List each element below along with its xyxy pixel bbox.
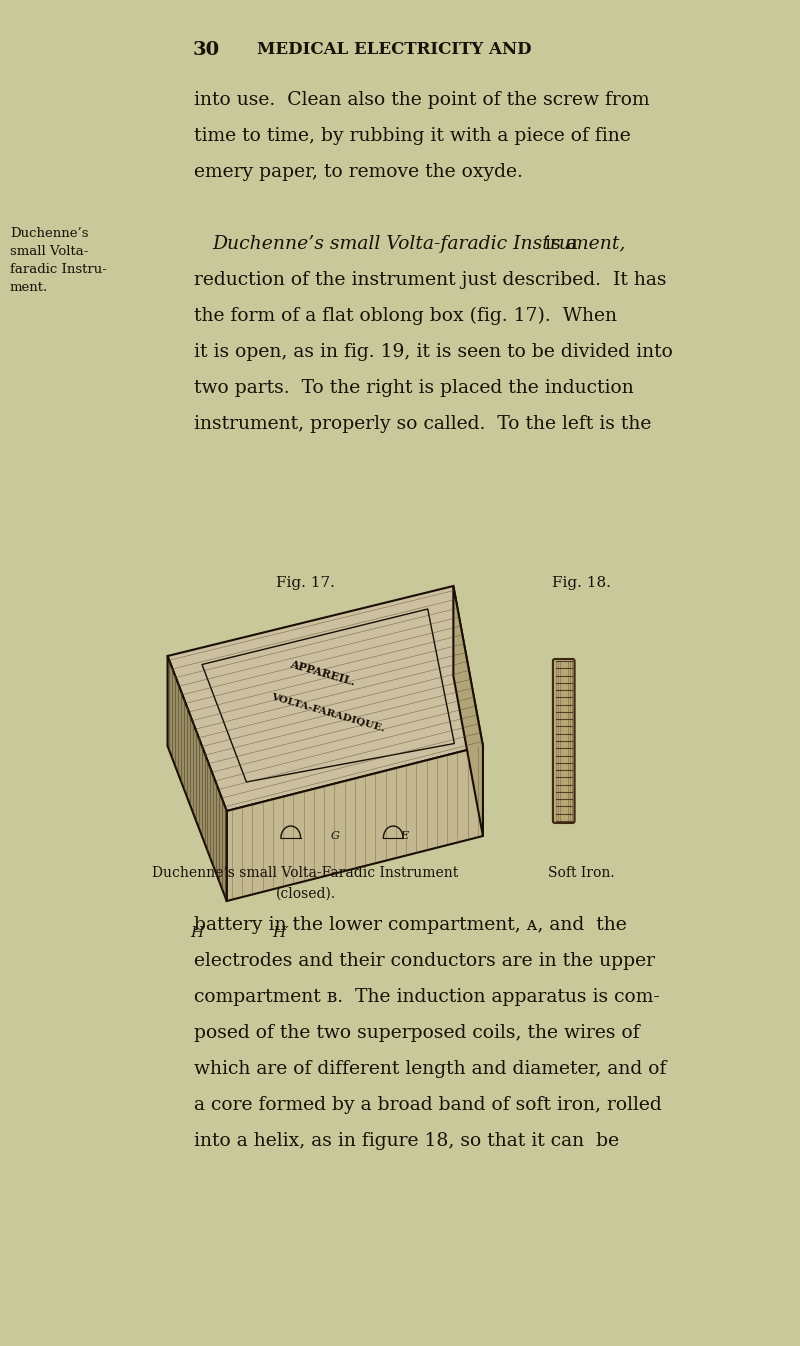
Text: 30: 30 [192,40,219,59]
Text: posed of the two superposed coils, the wires of: posed of the two superposed coils, the w… [194,1024,640,1042]
Text: MEDICAL ELECTRICITY AND: MEDICAL ELECTRICITY AND [257,40,531,58]
Text: which are of different length and diameter, and of: which are of different length and diamet… [194,1061,666,1078]
Text: compartment ʙ.  The induction apparatus is com-: compartment ʙ. The induction apparatus i… [194,988,660,1005]
Polygon shape [167,586,483,812]
Text: H′: H′ [273,926,290,940]
Text: reduction of the instrument just described.  It has: reduction of the instrument just describ… [194,271,666,289]
Text: Fig. 17.: Fig. 17. [276,576,335,590]
Text: Soft Iron.: Soft Iron. [548,865,614,880]
Text: into a helix, as in figure 18, so that it can  be: into a helix, as in figure 18, so that i… [194,1132,619,1149]
Text: is a: is a [539,236,578,253]
Text: VOLTA-FARADIQUE.: VOLTA-FARADIQUE. [270,692,386,734]
Text: H: H [190,926,204,940]
Text: G: G [330,830,339,841]
Text: emery paper, to remove the oxyde.: emery paper, to remove the oxyde. [194,163,523,180]
Text: it is open, as in fig. 19, it is seen to be divided into: it is open, as in fig. 19, it is seen to… [194,343,673,361]
Text: Fig. 18.: Fig. 18. [552,576,611,590]
Text: the form of a flat oblong box (fig. 17).  When: the form of a flat oblong box (fig. 17).… [194,307,617,326]
Polygon shape [167,656,226,900]
Text: instrument, properly so called.  To the left is the: instrument, properly so called. To the l… [194,415,651,433]
Polygon shape [454,586,483,836]
Text: E: E [400,830,408,841]
Text: time to time, by rubbing it with a piece of fine: time to time, by rubbing it with a piece… [194,127,631,145]
Text: APPAREIL.: APPAREIL. [289,658,357,688]
Text: Duchenne’s
small Volta-
faradic Instru-
ment.: Duchenne’s small Volta- faradic Instru- … [10,227,106,293]
Text: Duchenne’s small Volta-Faradic Instrument
(closed).: Duchenne’s small Volta-Faradic Instrumen… [152,865,458,900]
Text: two parts.  To the right is placed the induction: two parts. To the right is placed the in… [194,380,634,397]
Text: Duchenne’s small Volta-faradic Instrument,: Duchenne’s small Volta-faradic Instrumen… [212,236,626,253]
FancyBboxPatch shape [553,660,574,822]
Polygon shape [226,746,483,900]
Text: battery in the lower compartment, ᴀ, and  the: battery in the lower compartment, ᴀ, and… [194,917,627,934]
Text: a core formed by a broad band of soft iron, rolled: a core formed by a broad band of soft ir… [194,1096,662,1114]
Text: electrodes and their conductors are in the upper: electrodes and their conductors are in t… [194,952,655,970]
Text: into use.  Clean also the point of the screw from: into use. Clean also the point of the sc… [194,92,650,109]
